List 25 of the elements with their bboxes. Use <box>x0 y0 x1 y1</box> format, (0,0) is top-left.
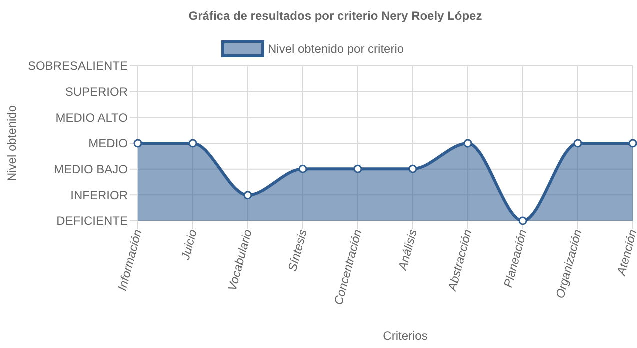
x-tick-label: Juicio <box>178 228 200 262</box>
point <box>518 216 528 226</box>
category-label: DEFICIENTE <box>56 214 128 228</box>
legend-label: Nivel obtenido por criterio <box>268 42 404 56</box>
category-label: MEDIO <box>88 136 128 151</box>
category-label: SOBRESALIENTE <box>28 59 128 74</box>
x-tick-label: Atención <box>614 228 637 278</box>
point <box>244 191 252 200</box>
point <box>628 139 637 148</box>
point <box>574 139 582 148</box>
category-label: SUPERIOR <box>65 85 128 100</box>
category-label: MEDIO ALTO <box>56 110 128 125</box>
x-tick-label: Síntesis <box>285 228 310 274</box>
chart-title: Gráfica de resultados por criterio Nery Roely López <box>188 9 482 23</box>
category-label: MEDIO BAJO <box>54 162 128 177</box>
x-tick-label: Análisis <box>395 228 420 273</box>
point <box>298 164 308 174</box>
point <box>134 139 142 148</box>
text: Nivel obtenido <box>5 105 19 182</box>
point <box>188 139 198 148</box>
x-axis-title: Criterios <box>383 329 428 343</box>
category-label: INFERIOR <box>70 188 128 202</box>
point <box>408 164 418 174</box>
point <box>354 164 362 174</box>
point <box>464 139 472 148</box>
